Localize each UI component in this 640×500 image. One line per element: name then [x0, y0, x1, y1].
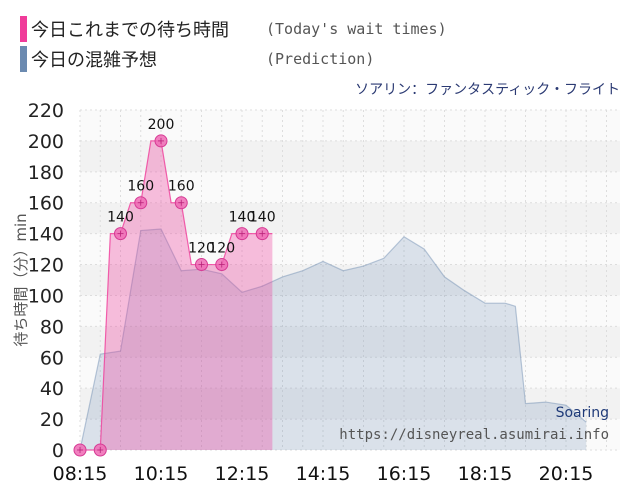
legend-item-prediction: 今日の混雑予想 (Prediction)	[20, 46, 374, 72]
y-tick-label: 60	[40, 347, 64, 369]
legend-sub-today: (Today's wait times)	[266, 20, 447, 38]
data-label: 140	[249, 210, 276, 226]
plot-band	[80, 202, 620, 234]
legend-label-prediction: 今日の混雑予想	[31, 50, 157, 71]
y-axis-label: 待ち時間（分）min	[12, 213, 30, 346]
data-label: 120	[188, 241, 215, 257]
y-tick-label: 80	[40, 316, 64, 338]
y-tick-label: 100	[28, 285, 64, 307]
plot-band	[80, 419, 620, 450]
series-line-prediction	[79, 228, 587, 451]
plot-band	[80, 326, 620, 358]
series-area-prediction	[80, 229, 587, 450]
x-tick-label: 18:15	[458, 463, 513, 485]
y-tick-label: 180	[28, 162, 64, 184]
legend-swatch-today	[20, 16, 27, 42]
ride-title: ソアリン：ファンタスティック・フライト	[355, 82, 620, 98]
x-tick-label: 12:15	[215, 463, 270, 485]
x-tick-label: 14:15	[296, 463, 351, 485]
x-tick-label: 20:15	[539, 463, 594, 485]
plot-band	[80, 388, 620, 420]
y-tick-label: 200	[28, 131, 64, 153]
legend-label-today: 今日これまでの待ち時間	[31, 20, 229, 41]
plot-band	[80, 110, 620, 141]
credit-url[interactable]: https://disneyreal.asumirai.info	[339, 427, 609, 443]
y-tick-label: 20	[40, 409, 64, 431]
y-tick-label: 120	[28, 255, 64, 277]
plot-band	[80, 357, 620, 389]
data-label: 140	[229, 210, 256, 226]
data-label: 140	[107, 210, 134, 226]
y-tick-label: 140	[28, 224, 64, 246]
plot-band	[80, 233, 620, 265]
credit-name: Soaring	[555, 405, 609, 421]
plot-band	[80, 295, 620, 327]
x-tick-label: 08:15	[53, 463, 108, 485]
legend-item-today: 今日これまでの待ち時間 (Today's wait times)	[20, 16, 447, 42]
y-tick-label: 0	[52, 440, 64, 462]
legend-swatch-prediction	[20, 46, 27, 72]
plot-band	[80, 140, 620, 172]
data-label: 160	[168, 179, 195, 195]
x-tick-label: 16:15	[377, 463, 432, 485]
y-tick-label: 160	[28, 193, 64, 215]
series-area-today	[80, 140, 273, 450]
data-label: 160	[127, 179, 154, 195]
y-tick-label: 40	[40, 378, 64, 400]
legend-sub-prediction: (Prediction)	[266, 50, 375, 68]
plot-band	[80, 264, 620, 296]
data-label: 120	[208, 241, 235, 257]
data-label: 200	[148, 117, 175, 133]
x-tick-label: 10:15	[134, 463, 189, 485]
y-tick-label: 220	[28, 100, 64, 122]
legend: 今日これまでの待ち時間 (Today's wait times) 今日の混雑予想…	[0, 0, 640, 80]
